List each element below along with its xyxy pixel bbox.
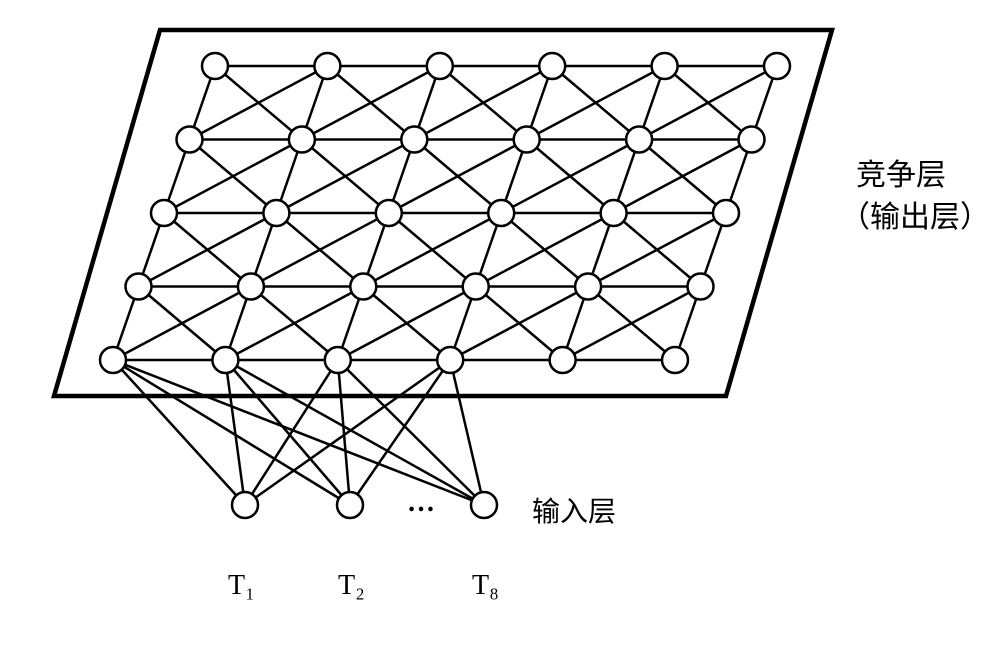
input-caption: 输入层	[532, 490, 616, 530]
input-label-t1: T₁	[228, 570, 255, 602]
diagram-svg	[0, 0, 1000, 647]
som-diagram: 竞争层 （输出层） 输入层 T₁ T₂ T₈ …	[0, 0, 1000, 647]
side-label-1: 竞争层	[856, 150, 946, 194]
input-ellipsis: …	[407, 487, 435, 519]
input-label-t2: T₂	[338, 570, 365, 602]
side-label-2: （输出层）	[840, 192, 990, 236]
input-label-t8: T₈	[472, 570, 499, 602]
